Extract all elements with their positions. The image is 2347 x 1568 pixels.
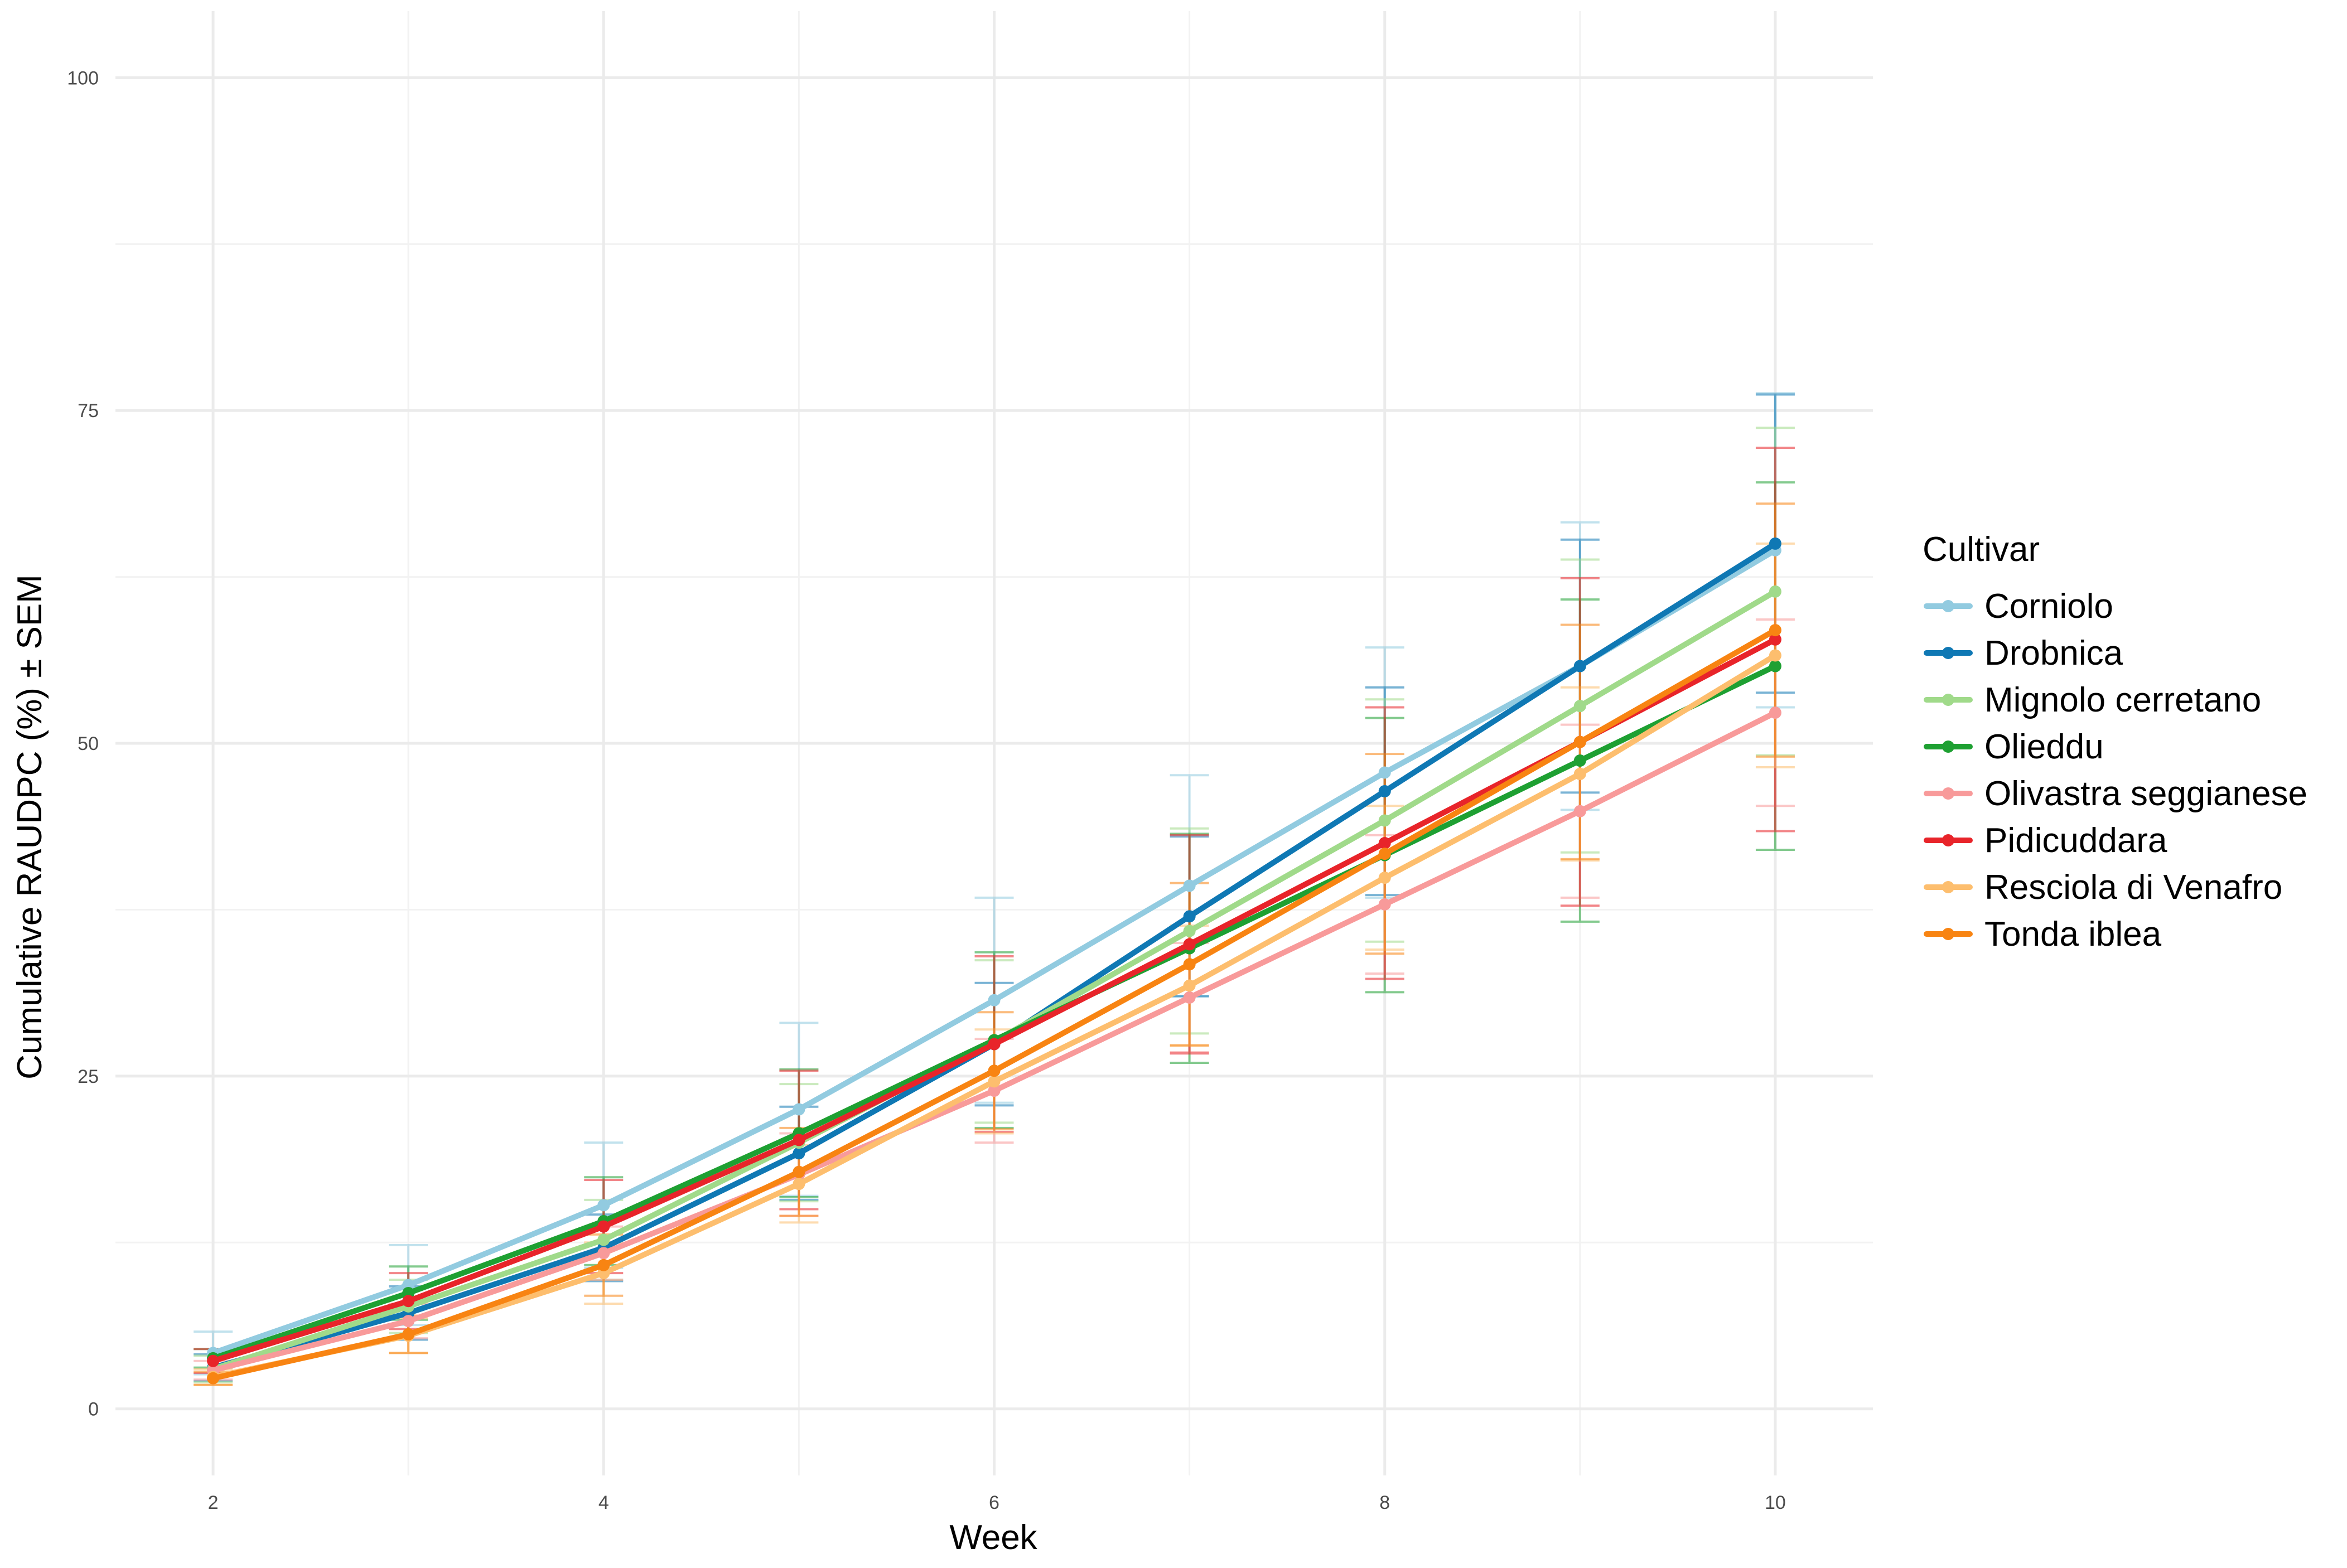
legend-label: Olivastra seggianese <box>1984 775 2307 813</box>
legend-item-resciola-di-venafro: Resciola di Venafro <box>1924 868 2282 907</box>
data-point <box>793 1147 805 1160</box>
data-point <box>597 1259 610 1271</box>
data-point <box>402 1328 415 1340</box>
data-point <box>597 1233 610 1246</box>
legend-label: Mignolo cerretano <box>1984 681 2261 719</box>
legend-key-point <box>1942 647 1954 659</box>
data-point <box>1183 979 1196 992</box>
grid-lines <box>115 11 1873 1475</box>
data-point <box>1573 735 1586 748</box>
data-point <box>793 1103 805 1116</box>
legend-label: Tonda iblea <box>1984 915 2162 954</box>
y-tick-label: 0 <box>88 1399 99 1420</box>
legend-label: Olieddu <box>1984 728 2104 766</box>
series-lines <box>207 537 1781 1385</box>
data-point <box>1769 649 1781 662</box>
data-point <box>207 1372 220 1385</box>
legend-item-corniolo: Corniolo <box>1924 587 2113 626</box>
data-point <box>1183 925 1196 937</box>
x-tick-label: 4 <box>598 1492 609 1513</box>
y-axis-title: Cumulative RAUDPC (%) ± SEM <box>11 574 49 1080</box>
legend: Cultivar Corniolo Drobnica Mignolo cerreta… <box>1923 530 2307 954</box>
data-point <box>1183 910 1196 923</box>
data-point <box>1573 754 1586 767</box>
legend-item-tonda-iblea: Tonda iblea <box>1924 915 2162 954</box>
data-point <box>793 1178 805 1190</box>
data-point <box>1378 785 1391 797</box>
series-tonda-iblea <box>207 624 1781 1385</box>
data-point <box>1769 585 1781 598</box>
data-point <box>402 1295 415 1308</box>
data-point <box>1573 700 1586 713</box>
data-point <box>1183 958 1196 971</box>
data-point <box>1183 991 1196 1004</box>
legend-label: Resciola di Venafro <box>1984 868 2282 907</box>
data-point <box>1378 898 1391 911</box>
legend-key-point <box>1942 834 1954 846</box>
series-resciola-di-venafro <box>207 649 1781 1383</box>
legend-title: Cultivar <box>1923 530 2040 569</box>
legend-label: Drobnica <box>1984 634 2123 672</box>
data-point <box>988 1075 1001 1088</box>
legend-key-point <box>1942 881 1954 893</box>
data-point <box>597 1247 610 1260</box>
x-axis-title: Week <box>949 1518 1037 1557</box>
data-point <box>402 1315 415 1328</box>
y-tick-label: 25 <box>78 1066 99 1087</box>
y-tick-label: 75 <box>78 400 99 422</box>
data-point <box>1378 837 1391 850</box>
y-tick-label: 50 <box>78 733 99 754</box>
legend-item-pidicuddara: Pidicuddara <box>1924 821 2167 860</box>
data-point <box>1573 660 1586 672</box>
legend-label: Pidicuddara <box>1984 821 2167 860</box>
data-point <box>1378 848 1391 860</box>
y-tick-label: 100 <box>67 67 99 89</box>
legend-key-point <box>1942 928 1954 940</box>
data-point <box>988 1085 1001 1097</box>
legend-item-olivastra-seggianese: Olivastra seggianese <box>1924 775 2307 813</box>
legend-items: Corniolo Drobnica Mignolo cerretano Olieddu… <box>1924 587 2307 954</box>
data-point <box>1769 537 1781 550</box>
x-axis-ticks: 2 4 6 8 10 <box>208 1492 1786 1513</box>
data-point <box>793 1134 805 1146</box>
legend-key-point <box>1942 694 1954 706</box>
x-tick-label: 2 <box>208 1492 219 1513</box>
legend-key-point <box>1942 600 1954 612</box>
x-tick-label: 8 <box>1379 1492 1390 1513</box>
legend-label: Corniolo <box>1984 587 2113 626</box>
data-point <box>207 1354 220 1367</box>
data-point <box>1378 766 1391 779</box>
data-point <box>793 1165 805 1178</box>
data-point <box>597 1220 610 1233</box>
legend-key-point <box>1942 741 1954 753</box>
data-point <box>1769 660 1781 672</box>
data-point <box>988 1064 1001 1077</box>
data-point <box>988 1038 1001 1051</box>
data-point <box>988 994 1001 1006</box>
series-pidicuddara <box>207 633 1781 1367</box>
y-axis-ticks: 0 25 50 75 100 <box>67 67 99 1420</box>
data-point <box>1378 814 1391 827</box>
x-tick-label: 6 <box>989 1492 999 1513</box>
data-point <box>1769 706 1781 719</box>
legend-key-point <box>1942 787 1954 800</box>
data-point <box>1769 624 1781 637</box>
data-point <box>1183 938 1196 951</box>
data-point <box>1769 633 1781 646</box>
legend-item-mignolo-cerretano: Mignolo cerretano <box>1924 681 2261 719</box>
data-point <box>1573 767 1586 780</box>
data-point <box>597 1199 610 1212</box>
x-tick-label: 10 <box>1765 1492 1786 1513</box>
legend-item-drobnica: Drobnica <box>1924 634 2123 672</box>
data-point <box>1183 879 1196 892</box>
data-point <box>1573 805 1586 817</box>
data-point <box>1378 872 1391 884</box>
legend-item-olieddu: Olieddu <box>1924 728 2104 766</box>
